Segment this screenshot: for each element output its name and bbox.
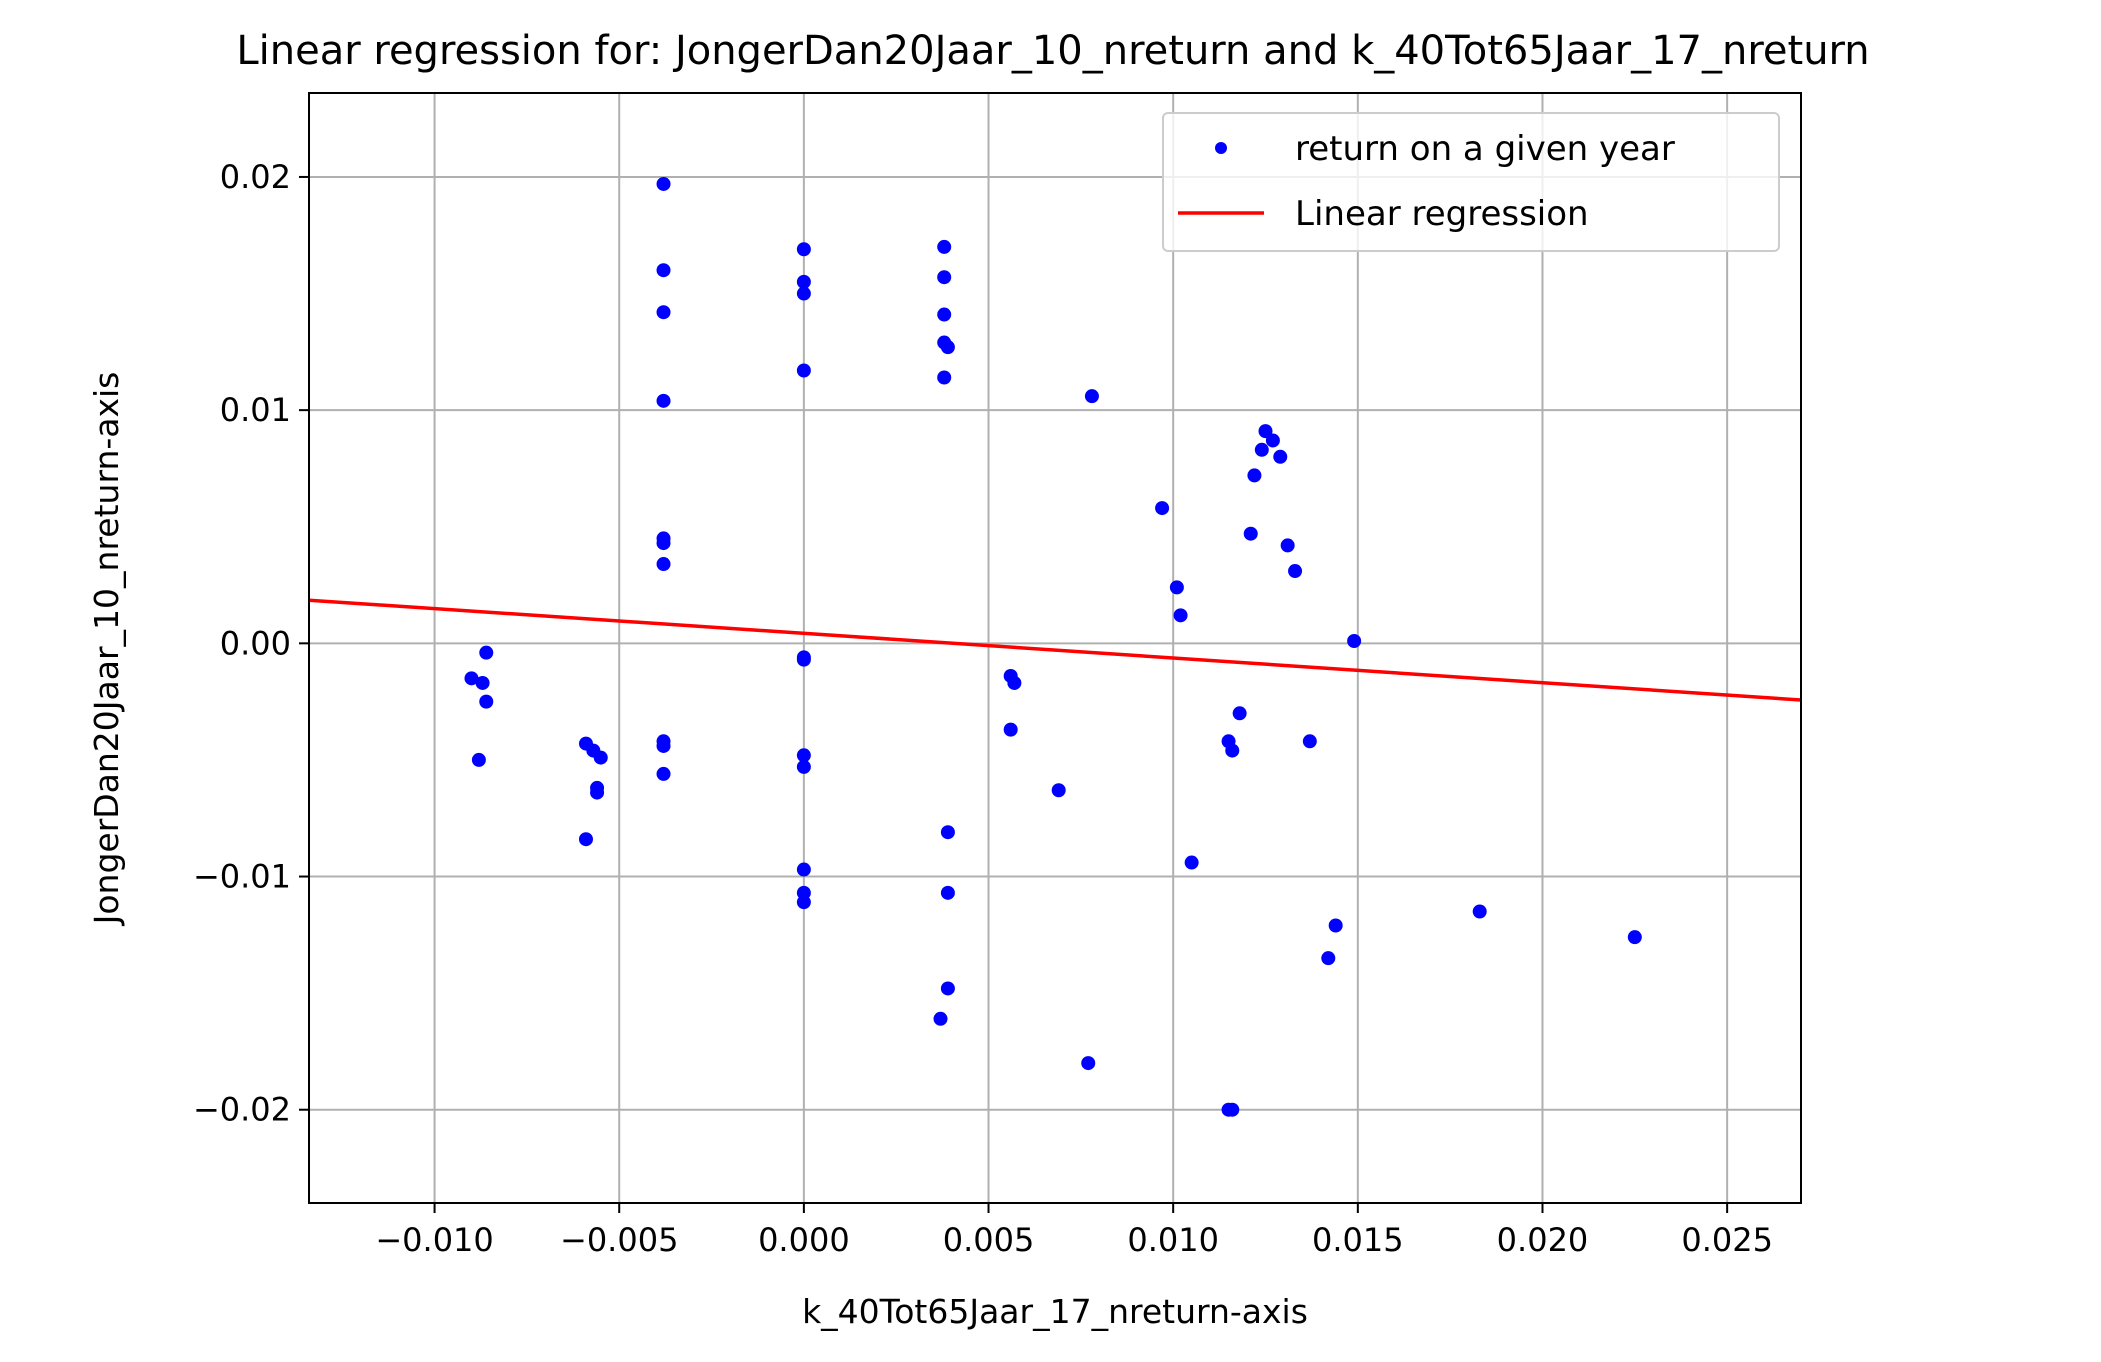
scatter-point	[796, 895, 811, 910]
scatter-point	[796, 759, 811, 774]
x-axis-ticks: −0.010 −0.005 0.000 0.005 0.010 0.015 0.020 0.0…	[375, 1203, 1773, 1259]
scatter-point	[1627, 930, 1642, 945]
scatter-point	[656, 738, 671, 753]
scatter-point	[593, 750, 608, 765]
scatter-point	[475, 675, 490, 690]
scatter-point	[656, 766, 671, 781]
chart-title: Linear regression for: JongerDan20Jaar_1…	[236, 28, 1869, 74]
scatter-point	[656, 305, 671, 320]
scatter-point	[479, 645, 494, 660]
scatter-point	[937, 239, 952, 254]
scatter-point	[1232, 706, 1247, 721]
scatter-point	[1225, 743, 1240, 758]
y-axis-label: JongerDan20Jaar_10_nreturn-axis	[87, 372, 126, 927]
scatter-point	[1225, 1102, 1240, 1117]
scatter-point	[464, 671, 479, 686]
scatter-point	[796, 363, 811, 378]
x-tick-label: −0.005	[560, 1221, 678, 1259]
scatter-point	[1472, 904, 1487, 919]
y-axis-ticks: −0.02 −0.01 0.00 0.01 0.02	[193, 158, 309, 1129]
scatter-point	[1254, 442, 1269, 457]
scatter-point	[1258, 424, 1273, 439]
scatter-point	[1155, 501, 1170, 516]
legend-box	[1162, 112, 1780, 252]
scatter-point	[1328, 918, 1343, 933]
legend: return on a given year Linear regression	[1162, 112, 1780, 252]
scatter-point	[796, 652, 811, 667]
scatter-point	[578, 832, 593, 847]
scatter-point	[796, 862, 811, 877]
scatter-point	[940, 825, 955, 840]
regression-line-series	[309, 598, 1801, 702]
scatter-point	[1184, 855, 1199, 870]
scatter-point	[656, 393, 671, 408]
scatter-point	[1081, 1056, 1096, 1071]
scatter-point	[1265, 433, 1280, 448]
y-tick-label: −0.02	[193, 1091, 291, 1129]
y-tick-label: −0.01	[193, 858, 291, 896]
scatter-point	[1247, 468, 1262, 483]
scatter-point	[940, 981, 955, 996]
scatter-point	[1173, 608, 1188, 623]
scatter-point	[796, 286, 811, 301]
legend-label-scatter: return on a given year	[1295, 129, 1675, 169]
axes-frame	[308, 92, 1802, 1204]
scatter-point	[1169, 580, 1184, 595]
scatter-point	[933, 1011, 948, 1026]
x-tick-label: 0.010	[1127, 1221, 1219, 1259]
x-axis-label: k_40Tot65Jaar_17_nreturn-axis	[802, 1292, 1308, 1331]
scatter-point	[656, 536, 671, 551]
scatter-point	[656, 176, 671, 191]
scatter-point	[471, 752, 486, 767]
scatter-point	[796, 274, 811, 289]
scatter-point	[1003, 722, 1018, 737]
plot-area	[309, 176, 1801, 1117]
scatter-point	[937, 307, 952, 322]
x-tick-label: 0.025	[1681, 1221, 1773, 1259]
scatter-point	[1084, 389, 1099, 404]
x-tick-label: 0.000	[758, 1221, 850, 1259]
scatter-point	[590, 785, 605, 800]
x-tick-label: 0.020	[1497, 1221, 1589, 1259]
scatter-point	[940, 885, 955, 900]
y-tick-label: 0.00	[220, 624, 291, 662]
regression-line	[309, 598, 1801, 702]
scatter-point	[796, 242, 811, 257]
scatter-point	[1273, 449, 1288, 464]
scatter-point	[479, 694, 494, 709]
scatter-point	[1302, 734, 1317, 749]
scatter-point	[1051, 783, 1066, 798]
scatter-point	[656, 263, 671, 278]
scatter-point	[796, 748, 811, 763]
scatter-point	[937, 270, 952, 285]
scatter-point	[1007, 675, 1022, 690]
x-tick-label: 0.005	[943, 1221, 1035, 1259]
legend-label-line: Linear regression	[1295, 194, 1589, 234]
x-tick-label: −0.010	[375, 1221, 493, 1259]
scatter-point	[1347, 634, 1362, 649]
scatter-point	[937, 370, 952, 385]
y-tick-label: 0.01	[220, 391, 291, 429]
x-tick-label: 0.015	[1312, 1221, 1404, 1259]
scatter-series	[464, 176, 1642, 1117]
scatter-point	[940, 340, 955, 355]
y-tick-label: 0.02	[220, 158, 291, 196]
scatter-point	[1280, 538, 1295, 553]
scatter-point	[1288, 564, 1303, 579]
legend-marker-scatter	[1215, 142, 1227, 154]
scatter-point	[1243, 526, 1258, 541]
scatter-point	[656, 557, 671, 572]
scatter-point	[1321, 951, 1336, 966]
